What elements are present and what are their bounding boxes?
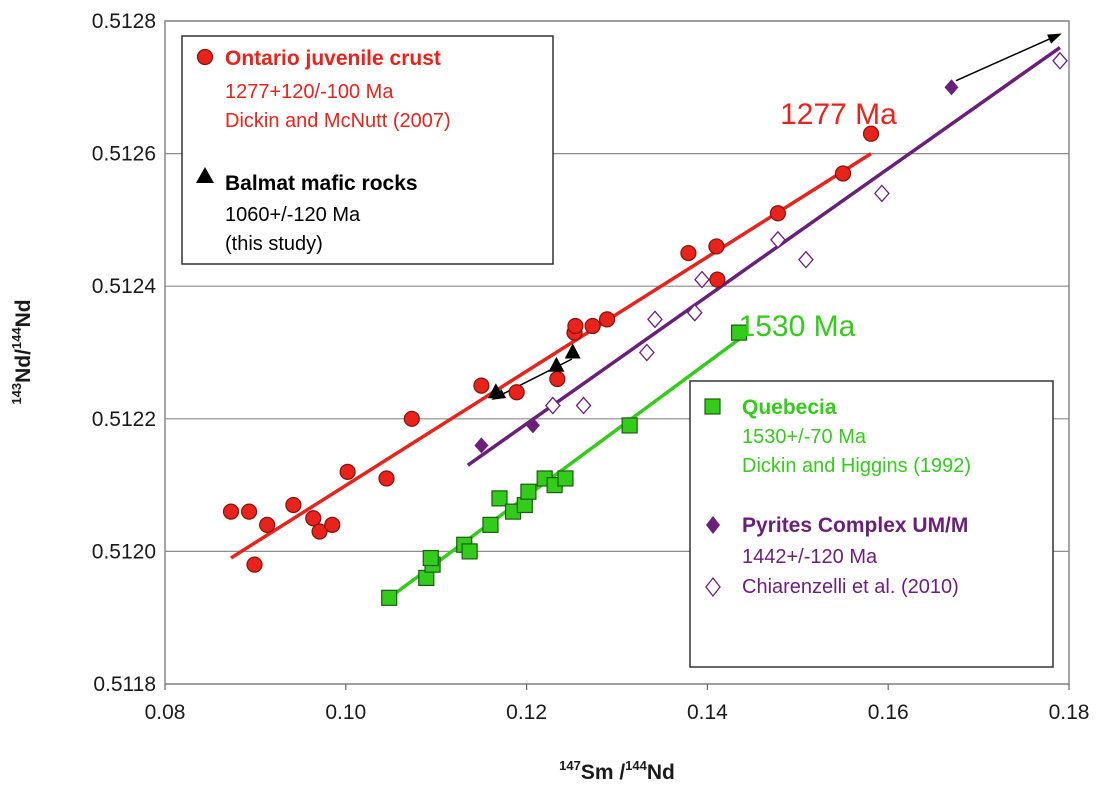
data-points	[222, 51, 1068, 606]
x-tick-label: 0.08	[145, 701, 186, 724]
x-tick-label: 0.10	[325, 701, 366, 724]
ontario-point	[709, 271, 726, 288]
legend-top-left: Ontario juvenile crust 1277+120/-100 Ma …	[181, 35, 554, 265]
y-tick-label: 0.5120	[92, 540, 156, 563]
regression-lines	[230, 46, 1061, 600]
legend-balmat-ref: (this study)	[225, 233, 323, 255]
legend-pyrites-open-marker	[705, 576, 721, 598]
y-tick-label: 0.5126	[92, 143, 156, 166]
quebecia-point	[461, 543, 478, 560]
pyrites_filled-point	[944, 79, 959, 96]
x-tick-label: 0.14	[687, 701, 728, 724]
ontario-point	[339, 463, 356, 480]
legend-quebecia-title: Quebecia	[742, 396, 837, 419]
x-tick-label: 0.12	[506, 701, 547, 724]
ontario-point	[584, 317, 601, 335]
ontario-point	[598, 311, 616, 328]
quebecia-point	[557, 470, 574, 487]
legend-box	[181, 35, 554, 265]
ontario-point	[259, 516, 276, 533]
legend-ontario-marker	[196, 48, 214, 66]
ontario-point	[378, 470, 395, 487]
ontario-point	[508, 384, 525, 401]
y-tick-label: 0.5122	[92, 408, 156, 431]
ontario-point	[567, 317, 584, 335]
ontario-point	[285, 496, 302, 514]
y-axis-title: 143Nd/144Nd	[9, 299, 35, 404]
ontario-point	[862, 125, 880, 142]
legend-balmat-title: Balmat mafic rocks	[225, 172, 418, 195]
ontario-point	[834, 165, 852, 182]
quebecia-point	[730, 324, 748, 341]
pyrites_filled-regression-line	[466, 46, 1061, 467]
ontario-age-label: 1277 Ma	[780, 98, 897, 131]
quebecia-regression-line	[388, 337, 741, 600]
legend-bottom-right: Quebecia 1530+/-70 Ma Dickin and Higgins…	[689, 380, 1054, 668]
ontario-point	[403, 410, 420, 427]
balmat-point	[564, 343, 581, 359]
pyrites_open-point	[1052, 51, 1068, 70]
ontario-point	[708, 238, 725, 255]
y-tick-label: 0.5128	[92, 10, 156, 33]
legend-pyrites-title: Pyrites Complex UM/M	[742, 514, 968, 537]
ontario-point	[240, 503, 258, 520]
ontario-regression-line	[230, 152, 872, 560]
pyrites_open-point	[638, 343, 655, 362]
legend-quebecia-ref: Dickin and Higgins (1992)	[742, 455, 971, 477]
x-axis-title: 147Sm /144Nd	[559, 758, 675, 784]
pyrites_open-point	[694, 270, 710, 289]
ontario-point	[305, 510, 322, 527]
legend-ontario-ref: Dickin and McNutt (2007)	[225, 110, 451, 132]
pyrites_open-point	[686, 303, 703, 322]
legend-ontario-title: Ontario juvenile crust	[225, 47, 441, 70]
y-tick-label: 0.5124	[92, 275, 157, 298]
legend-balmat-marker	[196, 167, 214, 183]
quebecia-point	[482, 516, 499, 533]
y-tick-label: 0.5118	[93, 673, 156, 696]
trend-arrow	[955, 33, 1062, 82]
legend-pyrites-ref: Chiarenzelli et al. (2010)	[742, 576, 959, 598]
ontario-point	[246, 556, 263, 573]
ontario-point	[680, 244, 697, 262]
ontario-point	[324, 516, 341, 533]
quebecia-point	[520, 483, 537, 500]
ontario-point	[549, 370, 566, 388]
x-tick-label: 0.16	[868, 701, 909, 724]
legend-pyrites-filled-marker	[706, 516, 720, 534]
legend-ontario-age: 1277+120/-100 Ma	[225, 81, 394, 103]
pyrites_open-point	[874, 184, 890, 203]
x-tick-label: 0.18	[1049, 701, 1090, 724]
pyrites_open-point	[798, 250, 814, 269]
pyrites_open-point	[647, 310, 663, 329]
pyrites_open-point	[575, 396, 592, 415]
pyrites_open-point	[544, 396, 561, 415]
legend-pyrites-age: 1442+/-120 Ma	[742, 546, 878, 568]
legend-box	[689, 380, 1054, 668]
plot-area	[164, 20, 1070, 685]
ontario-point	[473, 377, 490, 394]
age-labels: 1277 Ma 1530 Ma	[739, 98, 898, 343]
quebecia-point	[381, 589, 398, 606]
quebecia-point	[422, 549, 439, 567]
ontario-point	[769, 205, 787, 222]
legend-quebecia-age: 1530+/-70 Ma	[742, 426, 867, 448]
ontario-point	[311, 523, 328, 540]
quebecia-age-label: 1530 Ma	[739, 310, 856, 343]
legend-balmat-age: 1060+/-120 Ma	[225, 204, 361, 226]
pyrites_filled-point	[525, 417, 540, 434]
y-axis-tick-labels: 0.5118 0.5120 0.5122 0.5124 0.5126 0.5128	[92, 10, 157, 696]
quebecia-point	[491, 490, 508, 507]
legend-quebecia-marker	[704, 398, 721, 415]
x-axis-tick-labels: 0.08 0.10 0.12 0.14 0.16 0.18	[145, 684, 1090, 724]
ontario-point	[222, 503, 240, 520]
pyrites_open-point	[770, 230, 786, 249]
balmat-point	[487, 383, 504, 399]
balmat-point	[548, 356, 565, 372]
quebecia-point	[621, 417, 638, 434]
pyrites_filled-point	[474, 437, 489, 454]
